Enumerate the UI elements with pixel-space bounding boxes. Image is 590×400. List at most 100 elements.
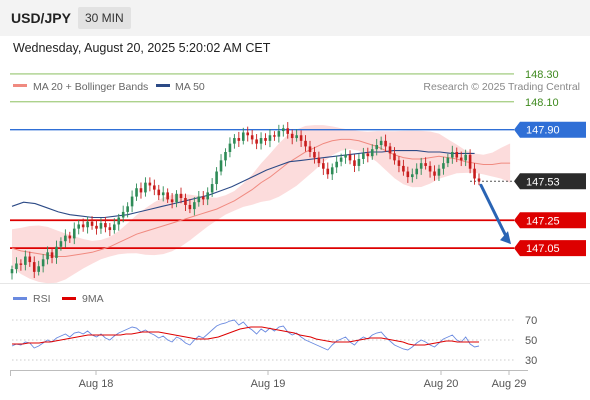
candle-body [464, 154, 467, 161]
candle [144, 177, 147, 197]
candle-body [366, 153, 370, 157]
candle-body [117, 217, 121, 225]
candle-body [237, 138, 241, 141]
candle-body [379, 140, 383, 146]
candle-body [215, 171, 218, 185]
symbol-label: USD/JPY [11, 10, 71, 26]
level-tag-147.25 [514, 212, 586, 229]
candle [210, 178, 214, 197]
candle-body [157, 189, 161, 196]
candle-body [32, 262, 36, 272]
candle-body [451, 151, 454, 158]
candle [451, 145, 454, 164]
candle [219, 154, 223, 176]
candle [259, 132, 263, 150]
rsi-tick-70: 70 [525, 315, 537, 327]
candle-body [86, 221, 89, 228]
candle [188, 198, 192, 214]
candle [55, 240, 58, 264]
legend-label-ma50: MA 50 [175, 81, 205, 93]
candle [46, 246, 49, 265]
candle-body [37, 266, 40, 272]
candle-body [24, 256, 27, 265]
candle-body [148, 182, 152, 186]
candle-body [255, 139, 258, 144]
candle [246, 126, 250, 142]
candle [317, 151, 321, 168]
candle-body [224, 151, 227, 161]
candle [228, 137, 232, 158]
candle [282, 124, 285, 137]
candle [304, 135, 307, 152]
interval-button[interactable]: 30 MIN [78, 7, 131, 29]
rsi-tick-50: 50 [525, 335, 537, 347]
candle-body [415, 168, 419, 175]
candle-body [81, 224, 85, 228]
candle-body [175, 193, 178, 203]
candle [308, 140, 312, 158]
candle-body [410, 174, 414, 178]
ma20-line [11, 138, 511, 257]
candle [464, 149, 467, 167]
ma50-line [11, 150, 475, 219]
candle [397, 156, 401, 173]
candle-body [357, 158, 361, 166]
rsi-tick-30: 30 [525, 355, 537, 367]
candle [179, 187, 183, 204]
candle [442, 156, 445, 175]
candle-body [273, 135, 276, 137]
candle [166, 188, 169, 204]
bollinger-band [12, 125, 511, 284]
candle-body [72, 228, 76, 239]
candle-body [362, 153, 365, 159]
candle-body [264, 138, 267, 141]
candle [117, 213, 121, 231]
candle-body [322, 163, 325, 169]
legend-swatch-ma50 [156, 84, 170, 87]
candle [135, 183, 138, 201]
level-label-147.25: 147.25 [526, 215, 560, 227]
candle-body [353, 160, 356, 166]
candle [273, 131, 276, 141]
candle [330, 163, 334, 180]
candle-body [313, 151, 316, 158]
candle-body [384, 140, 387, 147]
candle [446, 153, 450, 168]
legend-label-rsi: RSI [33, 293, 51, 305]
candle [170, 193, 174, 209]
candle-body [193, 202, 196, 210]
candle [339, 153, 343, 167]
candle [10, 265, 14, 280]
candle [59, 237, 63, 251]
candle-body [144, 182, 147, 193]
candle [455, 147, 459, 163]
candle [99, 218, 103, 234]
candle-body [99, 223, 103, 229]
candle-body [419, 163, 423, 169]
candle-body [397, 160, 401, 166]
candle-body [259, 138, 263, 144]
x-tick-label-0: Aug 18 [79, 378, 114, 390]
candle-body [95, 225, 98, 229]
candle [255, 134, 258, 150]
candle [428, 161, 432, 178]
candle-body [112, 224, 116, 231]
candle-body [184, 197, 187, 205]
candle-body [126, 206, 129, 212]
candle-body [28, 256, 32, 263]
candle-body [299, 135, 303, 141]
rsi-ma-line [12, 326, 479, 346]
candle-body [442, 163, 445, 169]
candle-body [201, 196, 205, 200]
candle [112, 218, 116, 234]
candle [424, 157, 427, 170]
candle-body [10, 269, 14, 274]
candle-body [433, 171, 436, 176]
candle [402, 159, 405, 176]
candle-body [468, 154, 472, 169]
candle-body [277, 131, 281, 137]
forecast-arrow-head [500, 231, 511, 245]
x-tick-label-1: Aug 19 [251, 378, 286, 390]
candle [184, 193, 187, 211]
candle-body [121, 211, 125, 218]
